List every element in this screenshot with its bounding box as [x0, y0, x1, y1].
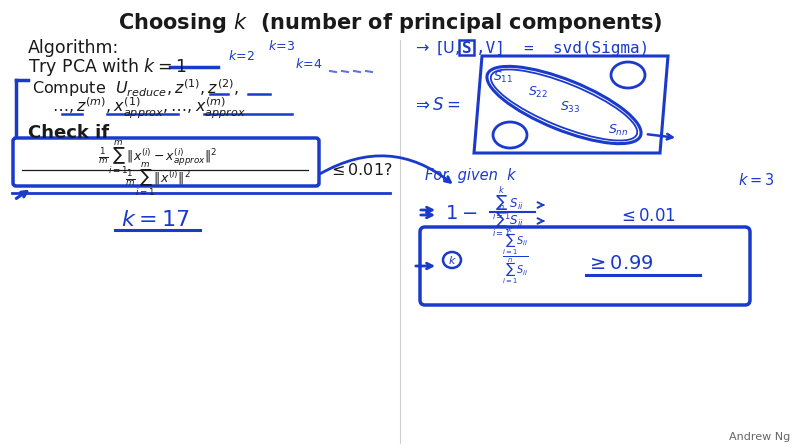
Text: S: S	[462, 40, 472, 56]
Text: $\leq 0.01?$: $\leq 0.01?$	[328, 162, 393, 178]
Text: $\sum_{i=1}^{n}S_{ii}$: $\sum_{i=1}^{n}S_{ii}$	[492, 203, 523, 239]
Text: Andrew Ng: Andrew Ng	[729, 432, 790, 442]
FancyBboxPatch shape	[459, 40, 474, 55]
FancyBboxPatch shape	[420, 227, 750, 305]
Text: $k\!=\!3$: $k\!=\!3$	[268, 39, 295, 53]
Text: Check if: Check if	[28, 124, 109, 142]
Text: ,V]  =  svd(Sigma): ,V] = svd(Sigma)	[476, 40, 650, 56]
Text: $k$: $k$	[448, 254, 456, 266]
Text: $\Rightarrow S =$: $\Rightarrow S =$	[412, 96, 460, 114]
Text: $S_{11}$: $S_{11}$	[493, 69, 513, 85]
Text: $S_{nn}$: $S_{nn}$	[608, 122, 628, 138]
Text: For  given  k: For given k	[425, 168, 516, 182]
Text: $k=3$: $k=3$	[738, 172, 774, 188]
Text: $S_{22}$: $S_{22}$	[528, 85, 548, 99]
Text: $\leq 0.01$: $\leq 0.01$	[618, 207, 676, 225]
Text: $k = 17$: $k = 17$	[120, 210, 189, 230]
Text: Try PCA with $k=1$: Try PCA with $k=1$	[28, 56, 187, 78]
Text: Choosing $k$  (number of principal components): Choosing $k$ (number of principal compon…	[118, 11, 662, 35]
Text: $\sum_{i=1}^{k}S_{ii}$: $\sum_{i=1}^{k}S_{ii}$	[492, 184, 523, 222]
Text: $S_{33}$: $S_{33}$	[560, 99, 580, 115]
Text: $\frac{1}{m}\sum_{i=1}^{m}\|x^{(i)}\|^2$: $\frac{1}{m}\sum_{i=1}^{m}\|x^{(i)}\|^2$	[125, 160, 191, 198]
Text: $1-$: $1-$	[445, 203, 477, 223]
Text: $\frac{1}{m}\sum_{i=1}^{m}\|x^{(i)}-x^{(i)}_{approx}\|^2$: $\frac{1}{m}\sum_{i=1}^{m}\|x^{(i)}-x^{(…	[98, 138, 218, 176]
Text: Algorithm:: Algorithm:	[28, 39, 119, 57]
Text: $\geq 0.99$: $\geq 0.99$	[586, 254, 654, 272]
Text: $k\!=\!2$: $k\!=\!2$	[228, 49, 255, 63]
Text: $\ldots, z^{(m)}, x^{(1)}_{approx}, \ldots, x^{(m)}_{approx}$: $\ldots, z^{(m)}, x^{(1)}_{approx}, \ldo…	[52, 95, 246, 121]
Text: $\frac{\sum_{i=1}^{k}S_{ii}}{\sum_{i=1}^{n}S_{ii}}$: $\frac{\sum_{i=1}^{k}S_{ii}}{\sum_{i=1}^…	[502, 225, 529, 286]
FancyBboxPatch shape	[13, 138, 319, 186]
Text: $\rightarrow$ [U,: $\rightarrow$ [U,	[412, 39, 460, 57]
Text: Compute  $U_{reduce}, z^{(1)}, z^{(2)},$: Compute $U_{reduce}, z^{(1)}, z^{(2)},$	[32, 77, 239, 99]
Text: $k\!=\!4$: $k\!=\!4$	[295, 57, 322, 71]
